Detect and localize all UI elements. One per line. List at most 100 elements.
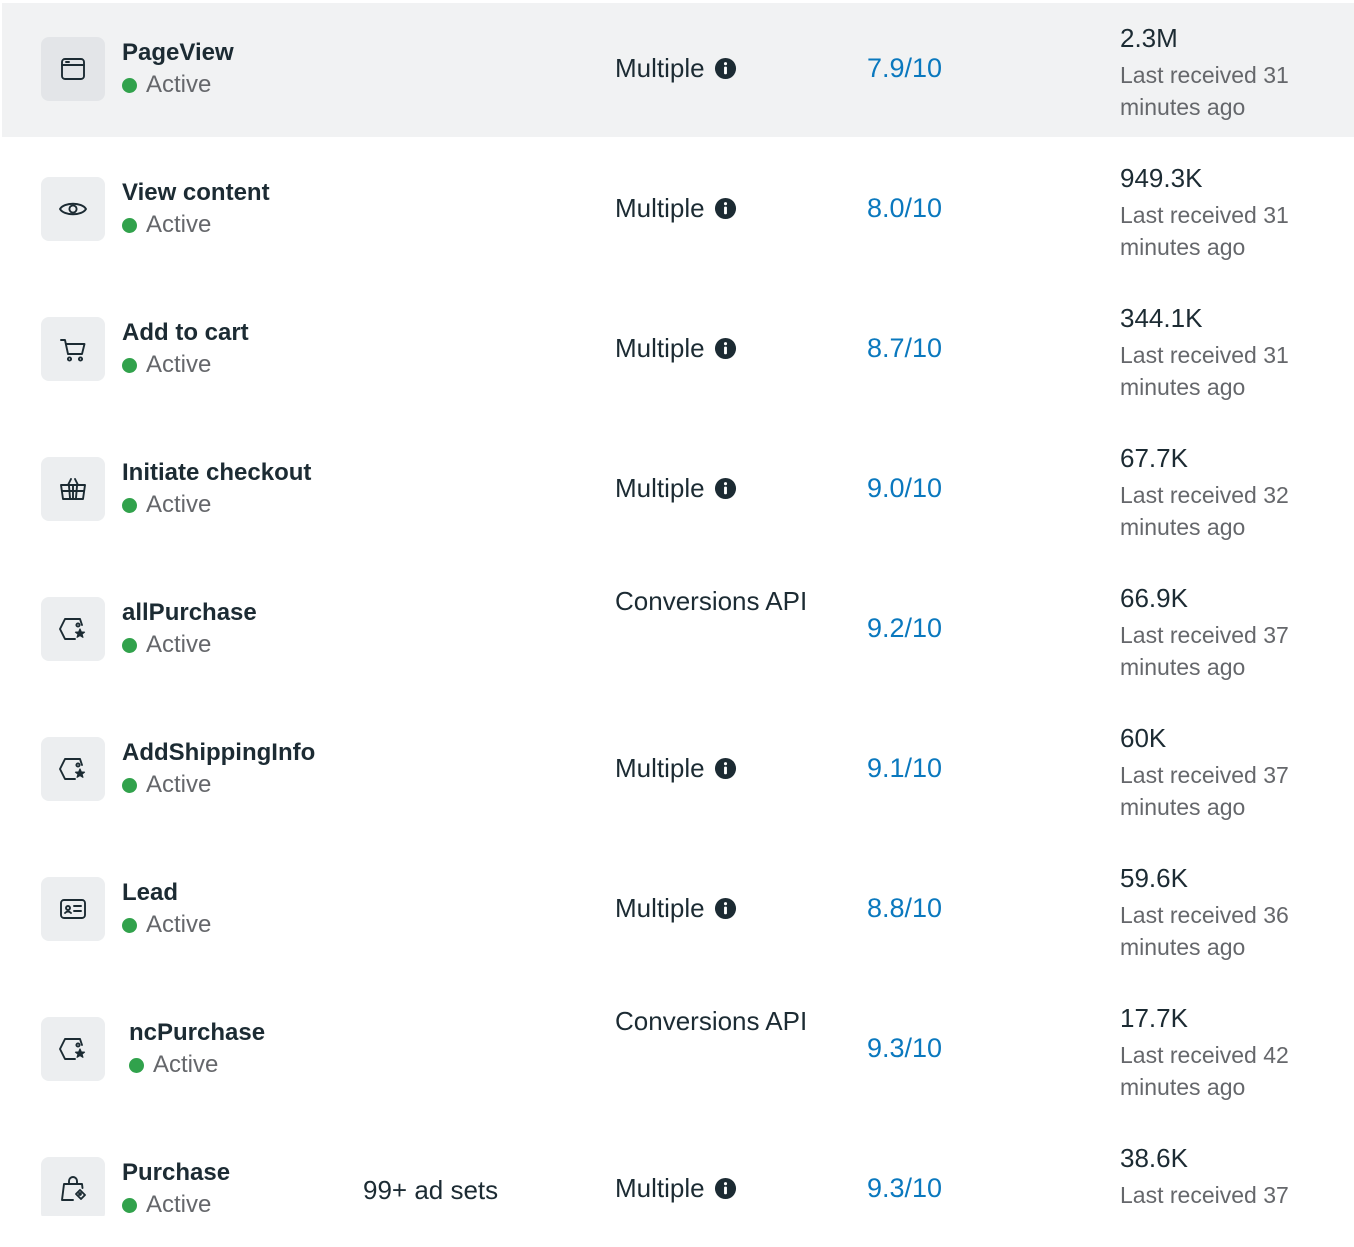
status-badge: Active	[129, 1051, 218, 1079]
event-icon-tile	[41, 597, 105, 661]
source-label: Multiple	[615, 473, 705, 503]
event-icon-tile	[41, 1017, 105, 1081]
event-source: Multiple	[615, 193, 737, 224]
event-match-quality-score[interactable]: 9.0/10	[867, 473, 943, 503]
event-icon-tile	[41, 177, 105, 241]
table-row[interactable]: Add to cart Active Multiple 8.7/10 344.1K Las…	[2, 283, 1354, 417]
info-icon[interactable]	[714, 197, 737, 220]
active-dot-icon	[122, 637, 137, 653]
table-row[interactable]: AddShippingInfo Active Multiple 9.1/10 60K La…	[2, 703, 1354, 837]
source-label: Conversions API	[615, 586, 808, 616]
event-name[interactable]: Purchase	[122, 1159, 231, 1186]
source-label: Multiple	[615, 333, 705, 363]
status-badge: Active	[122, 771, 211, 799]
source-label: Multiple	[615, 1173, 705, 1203]
last-received: Last received 31 minutes ago	[1120, 62, 1289, 120]
active-dot-icon	[122, 497, 137, 513]
event-match-quality-score[interactable]: 9.3/10	[867, 1033, 943, 1063]
status-label: Active	[146, 491, 212, 518]
last-received: Last received 36 minutes ago	[1120, 902, 1289, 960]
info-icon[interactable]	[714, 757, 737, 780]
status-label: Active	[146, 351, 212, 378]
event-name[interactable]: Lead	[122, 879, 179, 906]
event-count: 949.3K	[1120, 163, 1203, 193]
last-received: Last received 42 minutes ago	[1120, 1042, 1289, 1100]
event-icon-tile	[41, 37, 105, 101]
ad-sets-link[interactable]: 99+ ad sets	[363, 1175, 499, 1205]
tag-star-icon	[59, 758, 86, 780]
status-label: Active	[146, 71, 212, 98]
status-badge: Active	[122, 351, 211, 379]
event-count: 344.1K	[1120, 303, 1203, 333]
event-match-quality-score[interactable]: 8.0/10	[867, 193, 943, 223]
info-icon[interactable]	[714, 1177, 737, 1200]
status-label: Active	[146, 911, 212, 938]
event-count: 17.7K	[1120, 1003, 1188, 1033]
status-label: Active	[153, 1051, 219, 1078]
status-label: Active	[146, 211, 212, 238]
status-label: Active	[146, 1191, 212, 1216]
last-received: Last received 37 minutes ago	[1120, 762, 1289, 820]
event-source: Multiple	[615, 333, 737, 364]
table-row[interactable]: View content Active Multiple 8.0/10 949.3K La…	[2, 143, 1354, 277]
event-match-quality-score[interactable]: 7.9/10	[867, 53, 943, 83]
info-icon[interactable]	[714, 57, 737, 80]
event-match-quality-score[interactable]: 9.1/10	[867, 753, 943, 783]
tag-star-icon	[59, 1038, 86, 1060]
event-name[interactable]: PageView	[122, 39, 234, 66]
event-name[interactable]: Initiate checkout	[122, 459, 312, 486]
status-badge: Active	[122, 1191, 211, 1216]
event-match-quality-score[interactable]: 8.8/10	[867, 893, 943, 923]
info-icon[interactable]	[714, 477, 737, 500]
shopping-bag-tag-icon	[61, 1176, 86, 1201]
eye-icon	[59, 202, 87, 216]
event-icon-tile	[41, 1157, 105, 1216]
event-name[interactable]: Add to cart	[122, 319, 249, 346]
table-row[interactable]: Lead Active Multiple 8.8/10 59.6K Last receiv…	[2, 843, 1354, 977]
event-source: Multiple	[615, 893, 737, 924]
event-count: 66.9K	[1120, 583, 1188, 613]
event-name[interactable]: ncPurchase	[129, 1019, 266, 1046]
event-name[interactable]: View content	[122, 179, 270, 206]
table-row[interactable]: PageView Active Multiple 7.9/10 2.3M Last rec…	[2, 3, 1354, 137]
event-source: Conversions API	[615, 1001, 815, 1041]
status-label: Active	[146, 771, 212, 798]
event-icon-tile	[41, 457, 105, 521]
last-received: Last received 37 minutes ago	[1120, 1182, 1289, 1216]
table-row[interactable]: allPurchase Active Conversions API 9.2/10 66…	[2, 563, 1354, 697]
source-label: Multiple	[615, 53, 705, 83]
event-name[interactable]: allPurchase	[122, 599, 257, 626]
active-dot-icon	[122, 777, 137, 793]
status-badge: Active	[122, 911, 211, 939]
event-source: Multiple	[615, 753, 737, 784]
browser-window-icon	[61, 58, 85, 80]
status-badge: Active	[122, 631, 211, 659]
event-count: 67.7K	[1120, 443, 1188, 473]
status-badge: Active	[122, 211, 211, 239]
active-dot-icon	[122, 1197, 137, 1213]
event-count: 38.6K	[1120, 1143, 1188, 1173]
table-row[interactable]: ncPurchase Active Conversions API 9.3/10 17.…	[2, 983, 1354, 1117]
event-match-quality-score[interactable]: 9.3/10	[867, 1173, 943, 1203]
event-source: Multiple	[615, 53, 737, 84]
table-row[interactable]: Initiate checkout Active Multiple 9.0/10 67.…	[2, 423, 1354, 557]
event-name[interactable]: AddShippingInfo	[122, 739, 316, 766]
tag-star-icon	[59, 618, 86, 640]
event-source: Multiple	[615, 473, 737, 504]
info-icon[interactable]	[714, 897, 737, 920]
info-icon[interactable]	[714, 337, 737, 360]
events-table: PageView Active Multiple 7.9/10 2.3M Last rec…	[2, 3, 1354, 1216]
source-label: Multiple	[615, 193, 705, 223]
last-received: Last received 31 minutes ago	[1120, 342, 1289, 400]
table-row[interactable]: Purchase Active 99+ ad sets Multiple 9.3/10 3…	[2, 1123, 1354, 1216]
id-card-icon	[60, 899, 86, 919]
active-dot-icon	[129, 1057, 144, 1073]
event-source: Conversions API	[615, 581, 815, 621]
event-match-quality-score[interactable]: 8.7/10	[867, 333, 943, 363]
source-label: Multiple	[615, 893, 705, 923]
event-match-quality-score[interactable]: 9.2/10	[867, 613, 943, 643]
last-received: Last received 31 minutes ago	[1120, 202, 1289, 260]
source-label: Multiple	[615, 753, 705, 783]
active-dot-icon	[122, 77, 137, 93]
last-received: Last received 37 minutes ago	[1120, 622, 1289, 680]
